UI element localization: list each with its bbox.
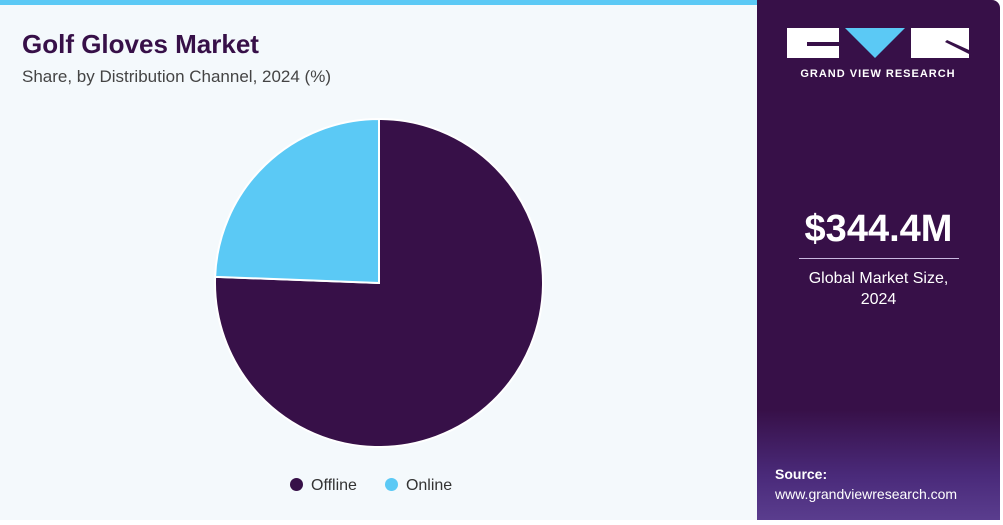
- market-size-label: Global Market Size, 2024: [757, 268, 1000, 310]
- legend-label: Online: [405, 477, 453, 494]
- legend-item-offline: Offline: [290, 477, 357, 495]
- logo-text: GRAND VIEW RESEARCH: [800, 68, 956, 80]
- chart-title: Golf Gloves Market: [22, 29, 259, 59]
- legend-item-online: Online: [384, 477, 453, 495]
- market-size-label-line2: 2024: [860, 291, 897, 308]
- market-size-label-line1: Global Market Size,: [808, 270, 949, 287]
- grand-view-research-logo: GRAND VIEW RESEARCH: [787, 28, 969, 80]
- legend: Offline Online: [290, 477, 452, 495]
- chart-subtitle: Share, by Distribution Channel, 2024 (%): [22, 67, 331, 86]
- source: Source: www.grandviewresearch.com: [775, 464, 957, 504]
- legend-label: Offline: [311, 477, 357, 494]
- market-size-value: $344.4M: [804, 208, 953, 250]
- source-url[interactable]: www.grandviewresearch.com: [775, 486, 958, 502]
- pie-chart: [214, 117, 544, 448]
- logo-mark-icon: [787, 28, 969, 58]
- divider: [799, 258, 959, 259]
- summary-panel: GRAND VIEW RESEARCH $344.4M Global Marke…: [757, 0, 1000, 520]
- source-label: Source:: [775, 466, 828, 482]
- chart-panel: Golf Gloves Market Share, by Distributio…: [0, 0, 757, 520]
- grid-background: [757, 410, 1000, 520]
- legend-swatch: [384, 478, 398, 491]
- pie-slice-online: [214, 117, 380, 285]
- legend-swatch: [290, 478, 303, 491]
